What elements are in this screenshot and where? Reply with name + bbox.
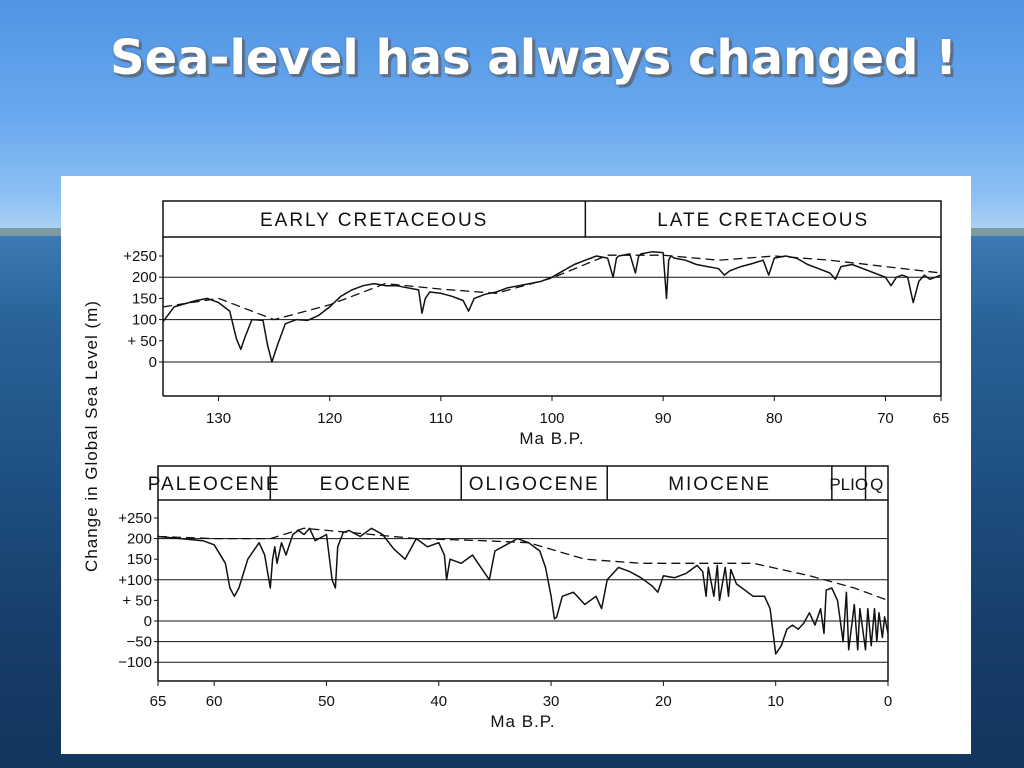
x-tick-label: 50 xyxy=(318,693,335,710)
x-tick-label: 0 xyxy=(884,693,892,710)
y-tick-label: −50 xyxy=(127,634,152,651)
x-tick-label: 80 xyxy=(766,410,783,427)
right-shoreline xyxy=(970,228,1024,236)
x-tick-label: 110 xyxy=(429,410,453,427)
y-tick-label: 150 xyxy=(127,551,152,568)
long-term-trend-line xyxy=(162,254,942,321)
sea-level-figure: EARLY CRETACEOUS LATE CRETACEOUS+25020015… xyxy=(82,200,950,731)
epoch-band-frame xyxy=(157,465,889,501)
cenozoic-sea-level-chart: PALEOCENE EOCENE OLIGOCENE MIOCENE PLIO Q +250… xyxy=(118,465,892,731)
x-tick-label: 100 xyxy=(539,410,564,427)
y-tick-label: + 50 xyxy=(127,333,157,350)
x-tick-label: 65 xyxy=(933,410,950,427)
epoch-label: OLIGOCENE xyxy=(469,474,600,495)
y-tick-label: +100 xyxy=(118,572,152,589)
epoch-label: EARLY CRETACEOUS xyxy=(260,210,488,231)
y-tick-label: 0 xyxy=(149,354,157,371)
left-shoreline xyxy=(0,228,62,236)
x-tick-label: 120 xyxy=(317,410,342,427)
x-tick-label: 10 xyxy=(767,693,784,710)
x-tick-label: 130 xyxy=(206,410,231,427)
epoch-band-frame xyxy=(162,200,942,238)
x-tick-label: 40 xyxy=(430,693,447,710)
y-tick-label: + 50 xyxy=(122,592,152,609)
x-tick-label: 65 xyxy=(150,693,167,710)
y-tick-label: +250 xyxy=(118,510,152,527)
x-tick-label: 90 xyxy=(655,410,672,427)
epoch-label: LATE CRETACEOUS xyxy=(657,210,869,231)
x-tick-label: 30 xyxy=(543,693,560,710)
sea-level-curve xyxy=(157,527,889,655)
figure-panel: EARLY CRETACEOUS LATE CRETACEOUS +250 200 15… xyxy=(61,176,971,754)
epoch-label: PALEOCENE xyxy=(148,474,281,495)
epoch-label: Q xyxy=(870,475,883,494)
y-tick-label: 0 xyxy=(144,613,152,630)
epoch-label: MIOCENE xyxy=(668,474,771,495)
x-tick-label: 70 xyxy=(877,410,894,427)
y-tick-label: 200 xyxy=(132,269,157,286)
x-axis-title: Ma B.P. xyxy=(490,712,555,731)
y-tick-label: −100 xyxy=(118,654,152,671)
y-tick-label: 200 xyxy=(127,531,152,548)
x-tick-label: 60 xyxy=(206,693,223,710)
y-tick-label: 150 xyxy=(132,290,157,307)
epoch-label: PLIO xyxy=(829,475,868,494)
x-axis-title: Ma B.P. xyxy=(519,429,584,448)
long-term-trend-line xyxy=(157,527,889,602)
y-tick-label: 100 xyxy=(132,312,157,329)
shared-y-axis-title: Change in Global Sea Level (m) xyxy=(82,300,101,572)
x-tick-label: 20 xyxy=(655,693,672,710)
cretaceous-sea-level-chart: EARLY CRETACEOUS LATE CRETACEOUS +250 200 15… xyxy=(123,200,950,448)
epoch-label: EOCENE xyxy=(320,474,412,495)
slide-title: Sea-level has always changed ! xyxy=(110,30,958,86)
sea-level-curve xyxy=(162,251,942,363)
y-tick-label: +250 xyxy=(123,248,157,265)
